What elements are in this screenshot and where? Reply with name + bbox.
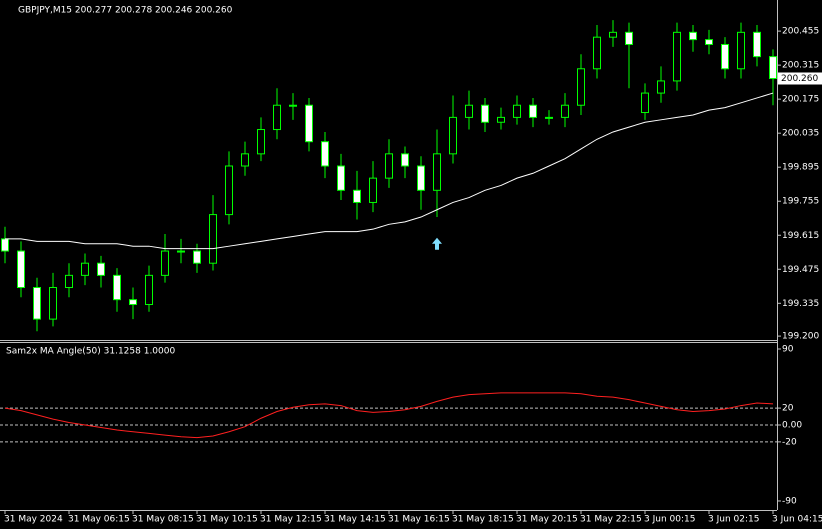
candle-body — [385, 153, 393, 179]
y-tick-label: -20 — [782, 437, 797, 447]
x-tick-label: 31 May 12:15 — [260, 515, 322, 525]
candle-body — [241, 153, 249, 167]
candle-body — [705, 39, 713, 45]
candle-body — [449, 116, 457, 155]
candle-body — [769, 56, 777, 79]
candle-body — [497, 116, 505, 123]
candle-body — [161, 250, 169, 276]
candle-body — [481, 104, 489, 123]
x-tick-label: 31 May 14:15 — [324, 515, 386, 525]
candle-body — [337, 165, 345, 191]
candle-body — [97, 262, 105, 276]
candle-body — [689, 31, 697, 41]
candle-body — [273, 104, 281, 131]
candle-body — [177, 250, 185, 253]
candle-body — [561, 104, 569, 118]
candle-body — [17, 250, 25, 289]
candle-body — [369, 177, 377, 203]
candle-body — [145, 274, 153, 306]
y-tick-label: 199.615 — [782, 231, 819, 241]
candle-body — [353, 189, 361, 203]
y-tick-label: 200.035 — [782, 129, 819, 139]
candle-body — [577, 68, 585, 106]
x-tick-label: 31 May 10:15 — [196, 515, 258, 525]
x-tick-label: 31 May 20:15 — [516, 515, 578, 525]
candle-body — [721, 43, 729, 70]
candle-body — [65, 274, 73, 289]
x-tick-label: 31 May 06:15 — [68, 515, 130, 525]
y-tick-label: 90 — [782, 345, 794, 355]
candle-body — [737, 31, 745, 70]
x-tick-label: 3 Jun 02:15 — [708, 515, 759, 525]
candle-body — [1, 238, 9, 252]
y-tick-label: 199.335 — [782, 299, 819, 309]
candle-body — [609, 31, 617, 38]
candle-body — [257, 129, 265, 155]
y-tick-label: 199.755 — [782, 197, 819, 207]
candle-body — [225, 165, 233, 216]
candle-body — [529, 104, 537, 118]
y-tick-label: -90 — [782, 496, 797, 506]
candle-body — [753, 31, 761, 58]
candle-body — [513, 104, 521, 118]
candle-body — [321, 141, 329, 167]
current-price-box — [778, 72, 822, 85]
candle-body — [113, 274, 121, 301]
candle-body — [673, 31, 681, 82]
candle-body — [417, 165, 425, 191]
candle-body — [129, 299, 137, 306]
y-tick-label: 20 — [782, 404, 794, 414]
y-tick-label: 200.175 — [782, 95, 819, 105]
x-tick-label: 31 May 16:15 — [388, 515, 450, 525]
moving-average — [5, 92, 774, 250]
x-tick-label: 31 May 2024 — [4, 515, 63, 525]
indicator-title: Sam2x MA Angle(50) 31.1258 1.0000 — [6, 347, 175, 357]
candle-body — [49, 287, 57, 320]
candle-body — [81, 262, 89, 276]
candle-body — [593, 36, 601, 70]
y-tick-label: 200.315 — [782, 61, 819, 71]
x-tick-label: 31 May 22:15 — [580, 515, 642, 525]
current-price-label: 200.260 — [781, 74, 818, 84]
candle-body — [625, 31, 633, 45]
y-tick-label: 0.00 — [782, 420, 802, 430]
y-tick-label: 199.475 — [782, 265, 819, 275]
buy-arrow — [432, 237, 442, 250]
candle-body — [209, 214, 217, 264]
candle-body — [193, 250, 201, 264]
candle-body — [33, 287, 41, 320]
candle-body — [433, 153, 441, 191]
y-tick-label: 200.455 — [782, 27, 819, 37]
candle-body — [465, 104, 473, 118]
candle-body — [641, 92, 649, 114]
candle-body — [545, 116, 553, 119]
x-tick-label: 3 Jun 04:15 — [772, 515, 822, 525]
x-tick-label: 3 Jun 00:15 — [644, 515, 695, 525]
x-tick-label: 31 May 08:15 — [132, 515, 194, 525]
indicator-line — [4, 392, 774, 439]
x-tick-label: 31 May 18:15 — [452, 515, 514, 525]
candle-body — [305, 104, 313, 143]
chart-title: GBPJPY,M15 200.277 200.278 200.246 200.2… — [18, 6, 233, 16]
y-tick-label: 199.200 — [782, 332, 819, 342]
candle-body — [289, 104, 297, 107]
candle-body — [401, 153, 409, 167]
candle-body — [657, 80, 665, 94]
y-tick-label: 199.895 — [782, 163, 819, 173]
